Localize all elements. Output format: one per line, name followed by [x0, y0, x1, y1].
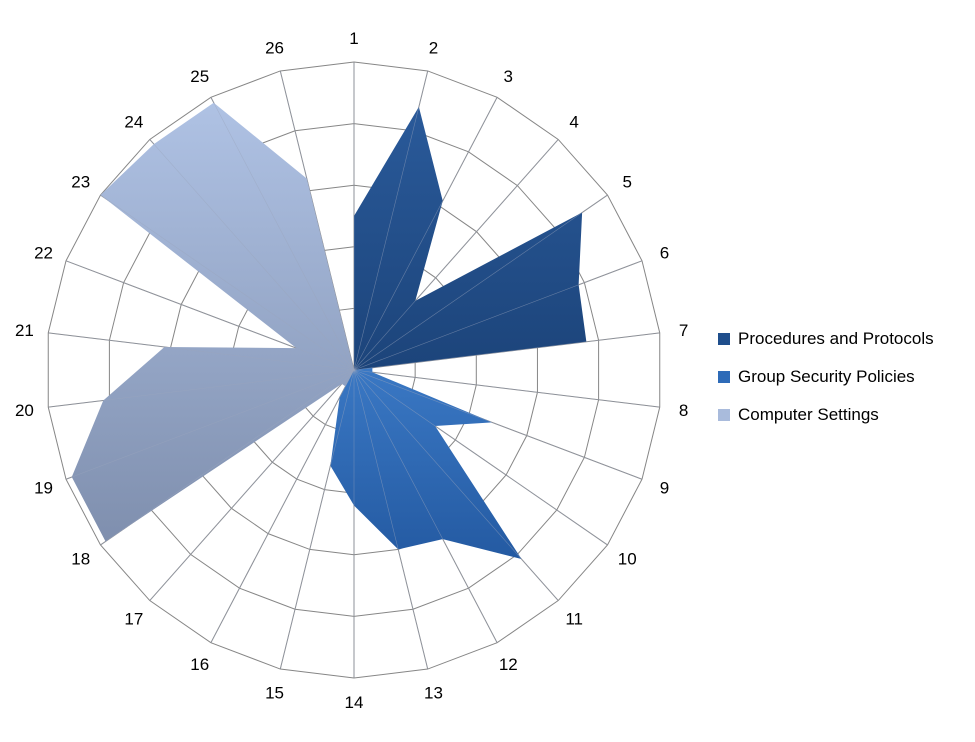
- overlay-spoke: [353, 369, 643, 480]
- overlay-spoke: [210, 369, 355, 643]
- overlay-spoke: [353, 369, 429, 670]
- legend-swatch-icon: [718, 333, 730, 345]
- category-label: 6: [660, 243, 669, 262]
- overlay-spoke: [100, 194, 355, 371]
- category-label: 4: [569, 112, 578, 131]
- category-label: 21: [15, 321, 34, 340]
- legend-label: Procedures and Protocols: [738, 329, 934, 348]
- overlay-spoke: [353, 332, 660, 371]
- category-label: 23: [71, 172, 90, 191]
- category-label: 15: [265, 683, 284, 702]
- category-label: 5: [622, 172, 631, 191]
- category-label: 19: [34, 479, 53, 498]
- category-label: 22: [34, 243, 53, 262]
- overlay-spoke: [279, 70, 355, 371]
- overlay-spoke: [279, 369, 355, 670]
- legend-swatch-icon: [718, 409, 730, 421]
- legend-item[interactable]: Group Security Policies: [718, 358, 934, 396]
- overlay-spoke: [149, 139, 355, 371]
- legend-label: Group Security Policies: [738, 367, 915, 386]
- category-label: 20: [15, 401, 34, 420]
- category-label: 9: [660, 479, 669, 498]
- category-label: 10: [618, 550, 637, 569]
- category-label: 14: [345, 693, 364, 712]
- overlay-spoke: [353, 194, 608, 371]
- overlay-spoke: [353, 369, 608, 546]
- overlay-spoke: [353, 369, 498, 643]
- category-label: 18: [71, 550, 90, 569]
- overlay-spoke: [353, 97, 498, 371]
- category-label: 7: [679, 321, 688, 340]
- category-label: 26: [265, 39, 284, 58]
- category-label: 1: [349, 29, 358, 48]
- overlay-spoke: [353, 70, 429, 371]
- overlay-spoke: [353, 139, 559, 371]
- overlay-spoke: [48, 332, 355, 371]
- category-label: 25: [190, 67, 209, 86]
- legend-item[interactable]: Computer Settings: [718, 396, 934, 434]
- category-label: 16: [190, 655, 209, 674]
- overlay-spoke: [100, 369, 355, 546]
- legend-label: Computer Settings: [738, 405, 879, 424]
- legend: Procedures and Protocols Group Security …: [718, 320, 934, 434]
- legend-swatch-icon: [718, 371, 730, 383]
- overlay-spoke: [353, 369, 559, 601]
- category-label: 13: [424, 683, 443, 702]
- series-area-3: [71, 102, 355, 542]
- overlay-spoke: [65, 260, 355, 371]
- category-label: 2: [429, 39, 438, 58]
- overlay-spoke: [65, 369, 355, 480]
- category-label: 12: [499, 655, 518, 674]
- overlay-spoke: [353, 260, 643, 371]
- category-label: 24: [124, 112, 143, 131]
- overlay-spoke: [48, 369, 355, 408]
- overlay-spoke: [353, 369, 660, 408]
- category-label: 3: [504, 67, 513, 86]
- legend-item[interactable]: Procedures and Protocols: [718, 320, 934, 358]
- overlay-spoke: [149, 369, 355, 601]
- category-label: 17: [124, 610, 143, 629]
- category-label: 11: [565, 610, 583, 629]
- series-area-2: [330, 367, 522, 560]
- category-label: 8: [679, 401, 688, 420]
- overlay-spoke: [210, 97, 355, 371]
- radar-category-labels: 1234567891011121314151617181920212223242…: [15, 29, 688, 712]
